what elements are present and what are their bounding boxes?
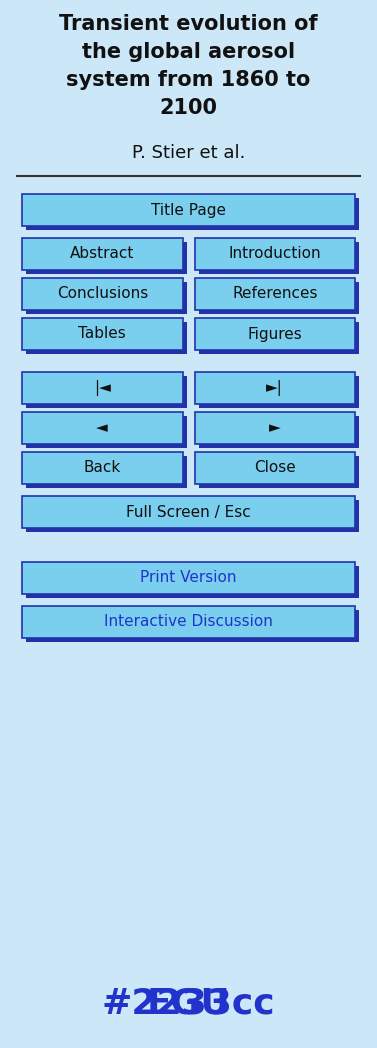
Text: Conclusions: Conclusions: [57, 286, 148, 302]
FancyBboxPatch shape: [22, 318, 182, 350]
Text: References: References: [232, 286, 317, 302]
FancyBboxPatch shape: [22, 412, 182, 444]
Text: EGU: EGU: [147, 986, 230, 1020]
Text: the global aerosol: the global aerosol: [82, 42, 295, 62]
Text: 2100: 2100: [159, 99, 218, 118]
FancyBboxPatch shape: [22, 194, 355, 226]
Text: ►|: ►|: [266, 380, 283, 396]
FancyBboxPatch shape: [195, 372, 355, 403]
Text: Introduction: Introduction: [228, 246, 321, 262]
FancyBboxPatch shape: [26, 242, 187, 274]
Text: Back: Back: [84, 460, 121, 476]
FancyBboxPatch shape: [26, 198, 359, 230]
FancyBboxPatch shape: [22, 372, 182, 403]
FancyBboxPatch shape: [199, 456, 359, 488]
FancyBboxPatch shape: [26, 610, 359, 642]
FancyBboxPatch shape: [22, 496, 355, 528]
Text: Tables: Tables: [78, 327, 126, 342]
FancyBboxPatch shape: [199, 416, 359, 447]
FancyBboxPatch shape: [22, 562, 355, 594]
FancyBboxPatch shape: [199, 282, 359, 314]
FancyBboxPatch shape: [26, 566, 359, 598]
FancyBboxPatch shape: [199, 322, 359, 354]
Text: system from 1860 to: system from 1860 to: [66, 70, 311, 90]
FancyBboxPatch shape: [22, 452, 182, 484]
FancyBboxPatch shape: [26, 322, 187, 354]
FancyBboxPatch shape: [195, 238, 355, 270]
FancyBboxPatch shape: [26, 500, 359, 532]
Text: |◄: |◄: [94, 380, 111, 396]
Text: ►: ►: [269, 420, 280, 436]
Text: Interactive Discussion: Interactive Discussion: [104, 614, 273, 630]
FancyBboxPatch shape: [22, 606, 355, 638]
FancyBboxPatch shape: [199, 242, 359, 274]
Text: Abstract: Abstract: [70, 246, 135, 262]
FancyBboxPatch shape: [26, 416, 187, 447]
FancyBboxPatch shape: [195, 318, 355, 350]
Text: #2233cc: #2233cc: [102, 986, 275, 1020]
Text: Figures: Figures: [247, 327, 302, 342]
Text: Close: Close: [254, 460, 296, 476]
FancyBboxPatch shape: [26, 282, 187, 314]
Text: Full Screen / Esc: Full Screen / Esc: [126, 504, 251, 520]
Text: P. Stier et al.: P. Stier et al.: [132, 144, 245, 162]
FancyBboxPatch shape: [26, 456, 187, 488]
FancyBboxPatch shape: [195, 412, 355, 444]
Text: Transient evolution of: Transient evolution of: [59, 14, 318, 34]
FancyBboxPatch shape: [199, 376, 359, 408]
Text: Title Page: Title Page: [151, 202, 226, 218]
FancyBboxPatch shape: [26, 376, 187, 408]
FancyBboxPatch shape: [22, 278, 182, 310]
Text: Print Version: Print Version: [140, 570, 237, 586]
FancyBboxPatch shape: [195, 278, 355, 310]
Text: ◄: ◄: [97, 420, 108, 436]
FancyBboxPatch shape: [195, 452, 355, 484]
FancyBboxPatch shape: [22, 238, 182, 270]
